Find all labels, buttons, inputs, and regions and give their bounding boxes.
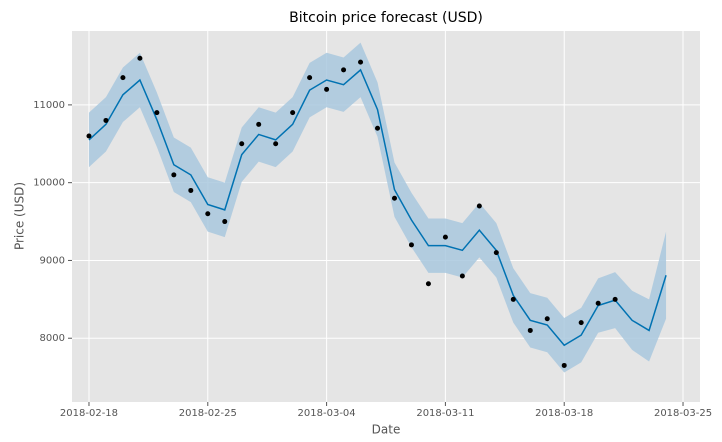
x-tick-label: 2018-03-25: [654, 408, 712, 419]
observed-point: [459, 273, 465, 279]
y-tick-label: 10000: [33, 178, 65, 189]
observed-point: [358, 59, 364, 65]
observed-point: [171, 172, 177, 178]
observed-point: [290, 110, 296, 116]
observed-point: [476, 203, 482, 209]
x-tick-label: 2018-03-18: [535, 408, 593, 419]
observed-point: [493, 250, 499, 256]
observed-point: [341, 67, 347, 73]
uncertainty-band: [88, 42, 667, 373]
observed-point: [307, 75, 313, 81]
observed-point: [222, 219, 228, 225]
observed-point: [103, 117, 109, 123]
observed-point: [375, 125, 381, 131]
observed-point: [324, 86, 330, 92]
x-tick-label: 2018-02-25: [179, 408, 237, 419]
observed-point: [256, 121, 262, 127]
y-tick-label: 9000: [40, 255, 65, 266]
observed-point: [239, 141, 245, 147]
observed-point: [154, 110, 160, 116]
observed-point: [561, 362, 567, 368]
observed-point: [273, 141, 279, 147]
observed-point: [391, 195, 397, 201]
observed-point: [425, 281, 431, 287]
observed-point: [205, 211, 211, 217]
y-tick-label: 8000: [40, 333, 65, 344]
observed-point: [408, 242, 414, 248]
y-axis-label: Price (USD): [13, 182, 27, 250]
y-tick-label: 11000: [33, 100, 65, 111]
x-tick-label: 2018-02-18: [60, 408, 118, 419]
observed-point: [86, 133, 92, 139]
observed-point: [595, 300, 601, 306]
x-tick-label: 2018-03-11: [416, 408, 474, 419]
observed-point: [510, 296, 516, 302]
observed-point: [527, 327, 533, 333]
observed-point: [578, 320, 584, 326]
observed-point: [612, 296, 618, 302]
observed-point: [188, 187, 194, 193]
chart-title: Bitcoin price forecast (USD): [289, 10, 483, 26]
forecast-line: [88, 68, 667, 347]
observed-point: [120, 75, 126, 81]
x-axis-label: Date: [372, 423, 401, 437]
observed-point: [442, 234, 448, 240]
plot-area: [72, 31, 700, 402]
observed-point: [137, 55, 143, 61]
x-tick-label: 2018-03-04: [298, 408, 356, 419]
observed-point: [544, 316, 550, 322]
